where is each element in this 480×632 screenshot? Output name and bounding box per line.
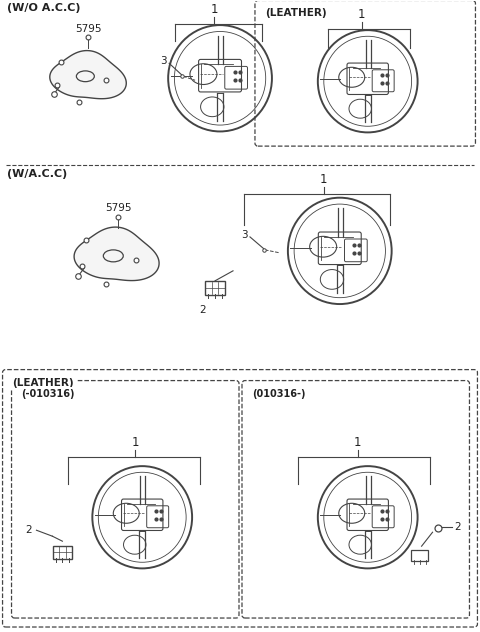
Text: 1: 1 <box>354 437 361 449</box>
Text: (-010316): (-010316) <box>22 389 75 399</box>
Text: (010316-): (010316-) <box>252 389 305 399</box>
Text: 1: 1 <box>132 437 139 449</box>
Text: (W/O A.C.C): (W/O A.C.C) <box>7 3 80 13</box>
Text: 2: 2 <box>199 305 205 315</box>
Text: 1: 1 <box>210 3 218 16</box>
Text: 3: 3 <box>160 56 167 66</box>
Text: 1: 1 <box>320 173 327 186</box>
FancyBboxPatch shape <box>255 1 476 146</box>
FancyBboxPatch shape <box>2 370 478 627</box>
Text: (LEATHER): (LEATHER) <box>265 8 326 18</box>
Text: 2: 2 <box>454 522 461 532</box>
FancyBboxPatch shape <box>242 380 469 618</box>
Polygon shape <box>74 227 159 281</box>
Polygon shape <box>50 51 126 99</box>
FancyBboxPatch shape <box>12 380 239 618</box>
Text: 2: 2 <box>25 525 32 535</box>
Text: 5795: 5795 <box>75 25 102 34</box>
Text: (W/A.C.C): (W/A.C.C) <box>7 169 67 179</box>
Text: 5795: 5795 <box>105 203 132 213</box>
Text: (LEATHER): (LEATHER) <box>12 377 74 387</box>
Text: 1: 1 <box>358 8 365 21</box>
Text: 3: 3 <box>241 230 248 240</box>
